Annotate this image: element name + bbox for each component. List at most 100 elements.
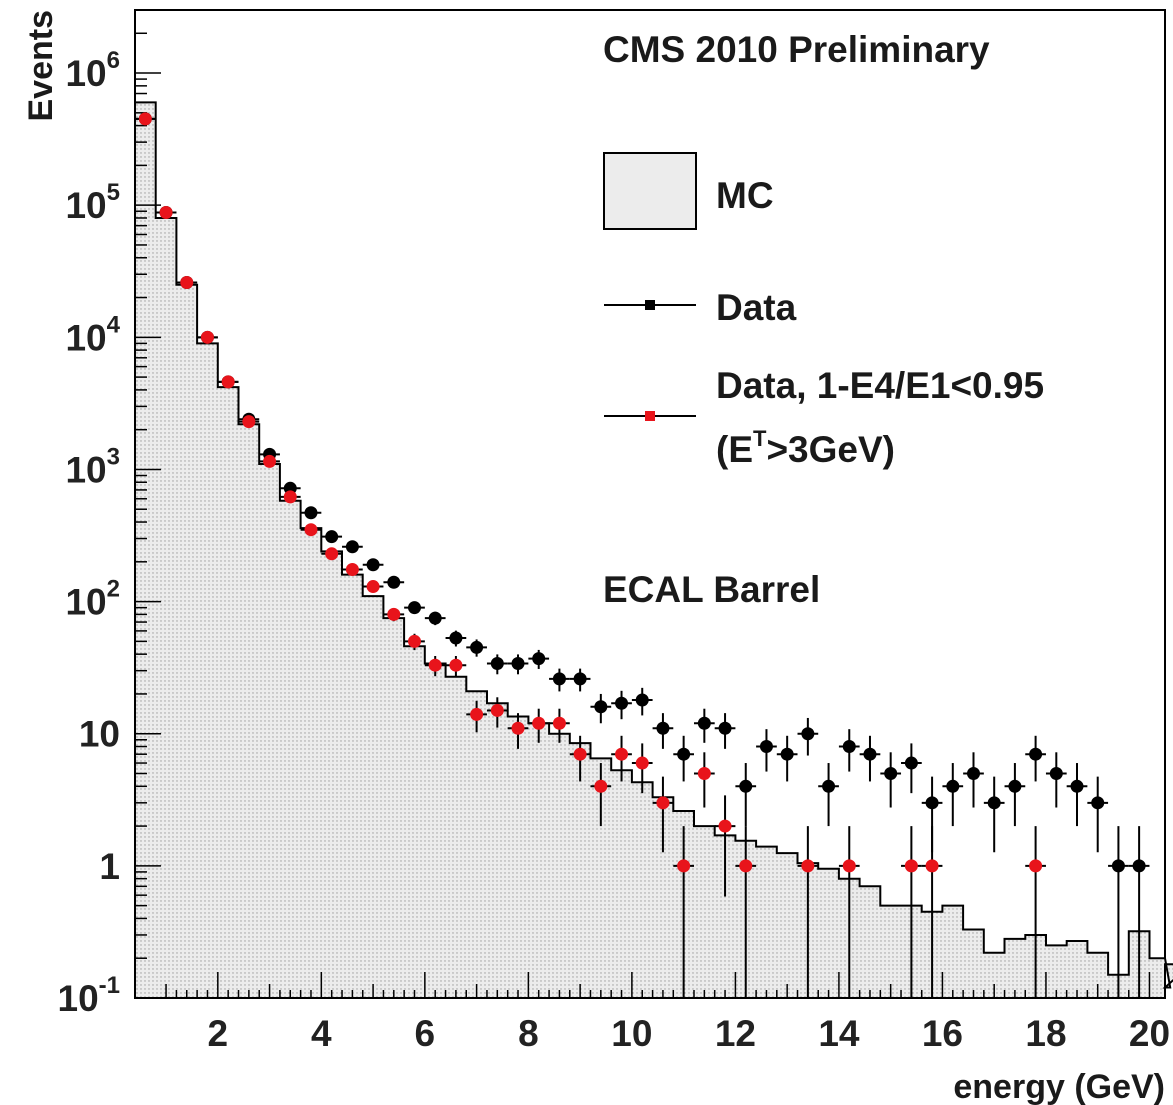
data-cut-point: [304, 523, 318, 537]
data-point: [615, 696, 629, 710]
x-tick-label: 14: [818, 1013, 860, 1054]
data-point: [656, 721, 670, 735]
data-cut-point: [263, 454, 277, 468]
legend-data-cut-label-line1: Data, 1-E4/E1<0.95: [716, 365, 1044, 406]
y-tick-exponent: 2: [107, 576, 120, 603]
data-point: [366, 558, 380, 572]
legend-data-cut-label-prefix: (E: [716, 429, 753, 470]
y-tick-base: 10: [65, 449, 106, 490]
y-tick-base: 10: [65, 185, 106, 226]
y-tick-base: 10: [65, 317, 106, 358]
data-point: [532, 652, 546, 666]
data-cut-point: [428, 658, 442, 672]
data-cut-point: [532, 716, 546, 730]
data-point: [449, 631, 463, 645]
x-tick-label: 6: [415, 1013, 436, 1054]
data-cut-point: [200, 330, 214, 344]
x-axis-title: energy (GeV): [953, 1068, 1165, 1105]
data-point: [345, 540, 359, 554]
data-cut-point: [470, 707, 484, 721]
data-cut-point: [801, 859, 815, 873]
data-point: [718, 721, 732, 735]
legend-mc-label: MC: [716, 175, 774, 216]
data-point: [304, 506, 318, 520]
data-point: [842, 740, 856, 754]
legend-data-label: Data: [716, 287, 797, 328]
data-cut-point: [511, 721, 525, 735]
legend-data-cut-label-sup: T: [753, 426, 767, 451]
data-point: [387, 575, 401, 589]
y-tick-label: 102: [65, 576, 120, 623]
data-cut-point: [490, 703, 504, 717]
data-cut-point: [925, 859, 939, 873]
x-tick-label: 10: [611, 1013, 652, 1054]
legend-data-cut-label-suffix: >3GeV): [766, 429, 895, 470]
y-tick-base: 1: [99, 846, 120, 887]
mc-histogram-area: [134, 101, 1173, 999]
data-cut-point: [345, 562, 359, 576]
y-tick-label: 106: [65, 47, 120, 94]
data-cut-point: [842, 859, 856, 873]
data-point: [884, 767, 898, 781]
data-point: [552, 672, 566, 686]
legend-data-cut-marker: [645, 411, 655, 421]
data-cut-point: [283, 490, 297, 504]
data-cut-point: [697, 767, 711, 781]
region-label: ECAL Barrel: [603, 569, 820, 610]
experiment-label: CMS 2010 Preliminary: [603, 29, 990, 70]
data-cut-point: [656, 796, 670, 810]
data-point: [1029, 747, 1043, 761]
data-cut-point: [1029, 859, 1043, 873]
data-point: [1070, 779, 1084, 793]
data-cut-point: [573, 747, 587, 761]
data-cut-point: [739, 859, 753, 873]
data-point: [490, 656, 504, 670]
data-point: [925, 796, 939, 810]
x-tick-label: 16: [922, 1013, 963, 1054]
data-point: [1008, 779, 1022, 793]
data-point: [697, 716, 711, 730]
data-cut-point: [325, 547, 339, 561]
y-tick-label: 10: [79, 714, 120, 755]
x-tick-label: 2: [208, 1013, 229, 1054]
x-tick-label: 8: [518, 1013, 539, 1054]
data-cut-point: [615, 747, 629, 761]
data-cut-point: [718, 819, 732, 833]
data-point: [325, 530, 339, 544]
y-tick-exponent: 5: [107, 179, 120, 206]
y-axis-title: Events: [22, 10, 60, 122]
data-cut-point: [180, 275, 194, 289]
data-point: [1049, 767, 1063, 781]
data-point: [428, 611, 442, 625]
y-tick-label: 10-1: [58, 972, 121, 1019]
data-point: [470, 640, 484, 654]
y-tick-exponent: 4: [107, 311, 121, 338]
data-point: [946, 779, 960, 793]
data-cut-point: [449, 658, 463, 672]
data-point: [573, 672, 587, 686]
data-cut-point: [242, 415, 256, 429]
data-cut-point: [221, 375, 235, 389]
data-cut-point: [635, 756, 649, 770]
data-point: [407, 601, 421, 615]
y-tick-label: 103: [65, 443, 120, 490]
mc-histogram: [134, 101, 1173, 999]
legend-data-cut-label-line2: (ET>3GeV): [716, 426, 895, 470]
y-tick-exponent: -1: [99, 972, 120, 999]
data-cut-point: [677, 859, 691, 873]
data-point: [511, 656, 525, 670]
data-point: [677, 747, 691, 761]
data-point: [822, 779, 836, 793]
x-tick-label: 20: [1129, 1013, 1170, 1054]
data-point: [966, 767, 980, 781]
legend-mc-swatch: [603, 152, 697, 230]
data-point: [801, 727, 815, 741]
y-tick-exponent: 6: [107, 47, 120, 74]
data-cut-point: [159, 206, 173, 220]
data-cut-point: [138, 112, 152, 126]
x-axis-ticks: 2 4 6 8 10 12 14 16 18 20: [165, 972, 1170, 1054]
data-point: [1111, 859, 1125, 873]
data-point: [904, 756, 918, 770]
